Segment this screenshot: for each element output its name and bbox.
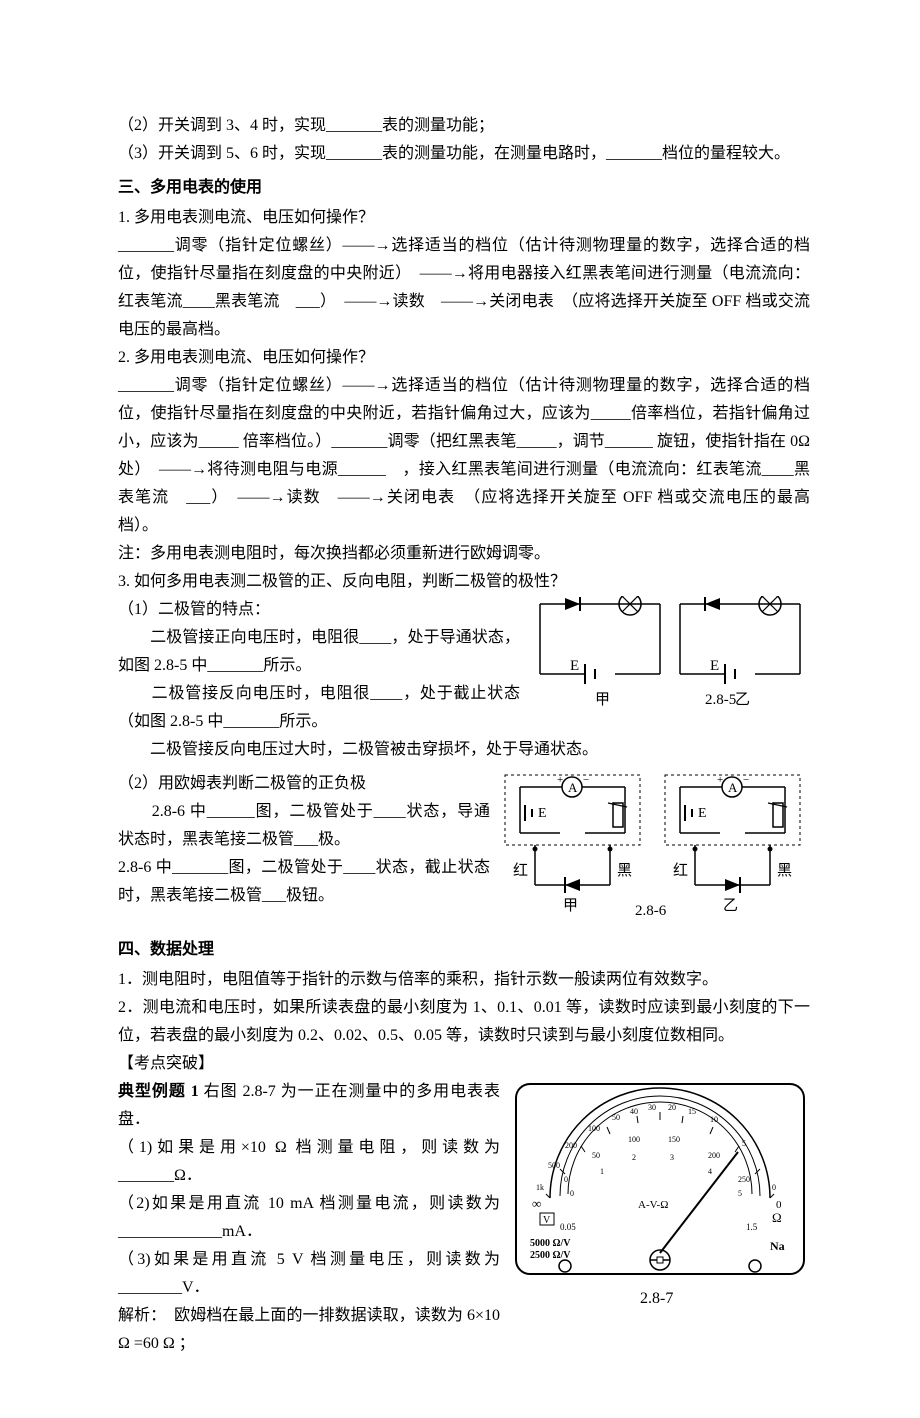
- tick-50: 50: [612, 1113, 620, 1122]
- tick-100: 100: [588, 1124, 600, 1133]
- ohm-label: Ω: [772, 1210, 782, 1225]
- sec3-q3: 3. 如何多用电表测二极管的正、反向电阻，判断二极管的极性？: [118, 568, 810, 596]
- q3-1c: 二极管接反向电压过大时，二极管被击穿损坏，处于导通状态。: [118, 736, 810, 764]
- svg-text:−: −: [743, 774, 749, 786]
- svg-text:+: +: [717, 774, 723, 786]
- q3-1b: 二极管接反向电压时，电阻很____，处于截止状态（如图 2.8-5 中_____…: [118, 680, 520, 736]
- exam-p2: （2)如果是用直流 10 mA 档测量电流，则读数为_____________m…: [118, 1190, 500, 1246]
- tick-40: 40: [630, 1107, 638, 1116]
- na-label: Na: [770, 1239, 785, 1253]
- q3-2a: 2.8-6 中______图，二极管处于____状态，导通状态时，黑表笔接二极管…: [118, 798, 490, 854]
- mid-50: 50: [592, 1151, 600, 1160]
- q3-2b: 2.8-6 中_______图，二极管处于____状态，截止状态时，黑表笔接二极…: [118, 854, 490, 910]
- label-black1: 黑: [617, 863, 632, 879]
- figure-2-8-7: 1k 500 200 100 50 40 30 20 15 10 5 0 0 5…: [510, 1078, 810, 1328]
- label-A1: A: [568, 780, 578, 795]
- bot-2: 2: [632, 1153, 636, 1162]
- tick-5: 5: [742, 1139, 746, 1148]
- tick-500: 500: [548, 1161, 560, 1170]
- label-E4: E: [698, 806, 707, 821]
- mid-100: 100: [628, 1135, 640, 1144]
- q3-line: （3）开关调到 5、6 时，实现_______表的测量功能，在测量电路时，___…: [118, 140, 810, 168]
- sec4-title: 四、数据处理: [118, 936, 810, 964]
- label-yi1: 乙: [735, 692, 750, 706]
- tick-1k: 1k: [536, 1183, 544, 1192]
- q3-1h: （1）二极管的特点：: [118, 596, 520, 624]
- figure-2-8-6: A + − E: [500, 770, 810, 930]
- inf-label: ∞: [532, 1196, 541, 1211]
- spec1: 5000 Ω/V: [530, 1238, 571, 1249]
- bot-1: 1: [600, 1167, 604, 1176]
- bot-3: 3: [670, 1153, 674, 1162]
- exam-p1: （1)如果是用×10 Ω 档测量电阻，则读数为_______Ω．: [118, 1134, 500, 1190]
- mid-0: 0: [564, 1175, 568, 1184]
- exam-p3: （3)如果是用直流 5 V 档测量电压，则读数为________V．: [118, 1246, 500, 1302]
- sec3-title: 三、多用电表的使用: [118, 174, 810, 202]
- axis-label: A-V-Ω: [638, 1199, 668, 1211]
- label-red1: 红: [513, 862, 528, 879]
- sec3-note: 注：多用电表测电阻时，每次换挡都必须重新进行欧姆调零。: [118, 540, 810, 568]
- q3-2h: （2）用欧姆表判断二极管的正负极: [118, 770, 490, 798]
- tick-15: 15: [688, 1107, 696, 1116]
- tick-200: 200: [565, 1141, 577, 1150]
- v-label: V: [543, 1215, 551, 1226]
- tick-20: 20: [668, 1103, 676, 1112]
- label-E1: E: [570, 658, 579, 674]
- label-jia1: 甲: [595, 692, 610, 706]
- q2-line: （2）开关调到 3、4 时，实现_______表的测量功能；: [118, 112, 810, 140]
- bot-5: 5: [738, 1189, 742, 1198]
- svg-text:−: −: [583, 774, 589, 786]
- fig287-cap: 2.8-7: [640, 1290, 673, 1307]
- mid-150: 150: [668, 1135, 680, 1144]
- label-black2: 黑: [777, 863, 792, 879]
- right15: 1.5: [746, 1222, 758, 1232]
- tick-30: 30: [648, 1103, 656, 1112]
- tick-0: 0: [772, 1183, 776, 1192]
- tick-10: 10: [710, 1115, 718, 1124]
- bot-0: 0: [570, 1189, 574, 1198]
- left05: 0.05: [560, 1222, 576, 1232]
- bot-4: 4: [708, 1167, 712, 1176]
- label-yi2: 乙: [723, 898, 738, 914]
- sec4-l2: 2．测电流和电压时，如果所读表盘的最小刻度为 1、0.1、0.01 等，读数时应…: [118, 994, 810, 1050]
- svg-text:+: +: [557, 774, 563, 786]
- sec3-q2-body: _______调零（指针定位螺丝）——→选择适当的档位（估计待测物理量的数字，选…: [118, 372, 810, 540]
- q3-1a: 二极管接正向电压时，电阻很____，处于导通状态，如图 2.8-5 中_____…: [118, 624, 520, 680]
- figure-2-8-5: E 甲 E: [530, 596, 810, 716]
- label-A2: A: [728, 780, 738, 795]
- exam-ans: 解析： 欧姆档在最上面的一排数据读取，读数为 6×10 Ω =60 Ω ；: [118, 1302, 500, 1358]
- fig286-cap: 2.8-6: [635, 903, 667, 919]
- label-red2: 红: [673, 862, 688, 879]
- sec3-q1-body: _______调零（指针定位螺丝）——→选择适当的档位（估计待测物理量的数字，选…: [118, 232, 810, 344]
- mid-250: 250: [738, 1175, 750, 1184]
- label-E3: E: [538, 806, 547, 821]
- exam-head: 典型例题 1 右图 2.8-7 为一正在测量中的多用电表表盘．: [118, 1078, 500, 1134]
- mid-200: 200: [708, 1151, 720, 1160]
- exam-tag: 【考点突破】: [118, 1050, 810, 1078]
- exam-head-label: 典型例题 1: [118, 1083, 199, 1100]
- fig285-cap: 2.8-5: [705, 692, 736, 706]
- label-jia2: 甲: [563, 898, 578, 914]
- sec3-q1: 1. 多用电表测电流、电压如何操作？: [118, 204, 810, 232]
- label-E2: E: [710, 658, 719, 674]
- sec4-l1: 1．测电阻时，电阻值等于指针的示数与倍率的乘积，指针示数一般读两位有效数字。: [118, 966, 810, 994]
- sec3-q2: 2. 多用电表测电流、电压如何操作？: [118, 344, 810, 372]
